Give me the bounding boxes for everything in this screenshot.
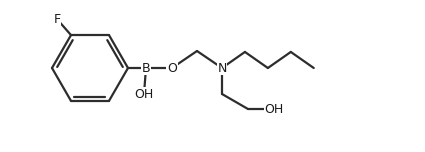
Text: O: O (167, 62, 177, 74)
Text: OH: OH (134, 88, 153, 100)
Text: F: F (54, 13, 60, 26)
Text: OH: OH (264, 102, 283, 116)
Text: B: B (142, 62, 150, 74)
Text: N: N (217, 62, 227, 74)
